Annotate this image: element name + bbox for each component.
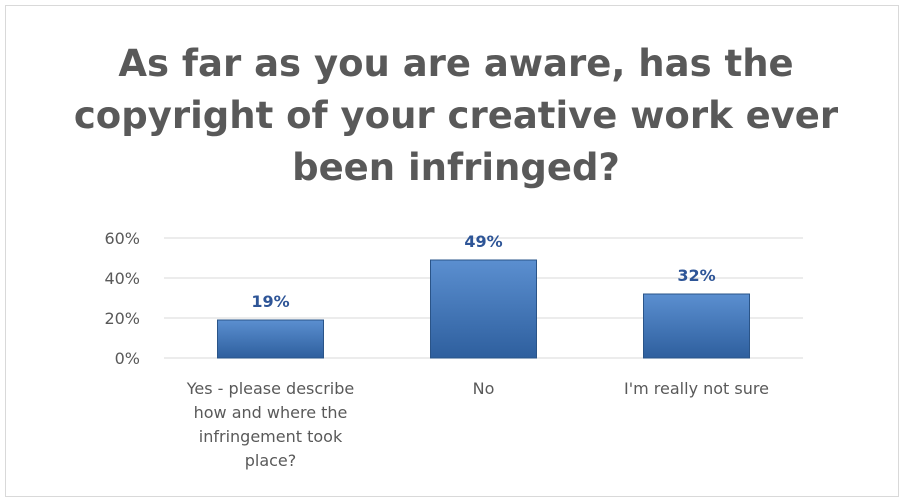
y-tick-label: 40% [104,269,140,288]
y-axis-ticks: 0% 20% 40% 60% [104,229,140,368]
data-labels: 19% 49% 32% [251,232,715,311]
x-tick-label: No [473,379,495,398]
chart-frame: As far as you are aware, has the copyrig… [5,5,899,497]
bars [217,259,750,359]
y-tick-label: 0% [115,349,140,368]
data-label: 32% [677,266,715,285]
x-tick-label: place? [245,451,297,470]
x-tick-label: I'm really not sure [624,379,769,398]
x-tick-label: infringement took [199,427,343,446]
chart-title: As far as you are aware, has the copyrig… [73,42,839,189]
x-tick-label: Yes - please describe [186,379,354,398]
x-axis-ticks: Yes - please describe how and where the in… [186,379,769,470]
x-tick-label: how and where the [194,403,348,422]
bar [643,293,750,359]
y-tick-label: 20% [104,309,140,328]
data-label: 49% [464,232,502,251]
y-tick-label: 60% [104,229,140,248]
bar [430,259,537,359]
data-label: 19% [251,292,289,311]
bar [217,319,324,359]
